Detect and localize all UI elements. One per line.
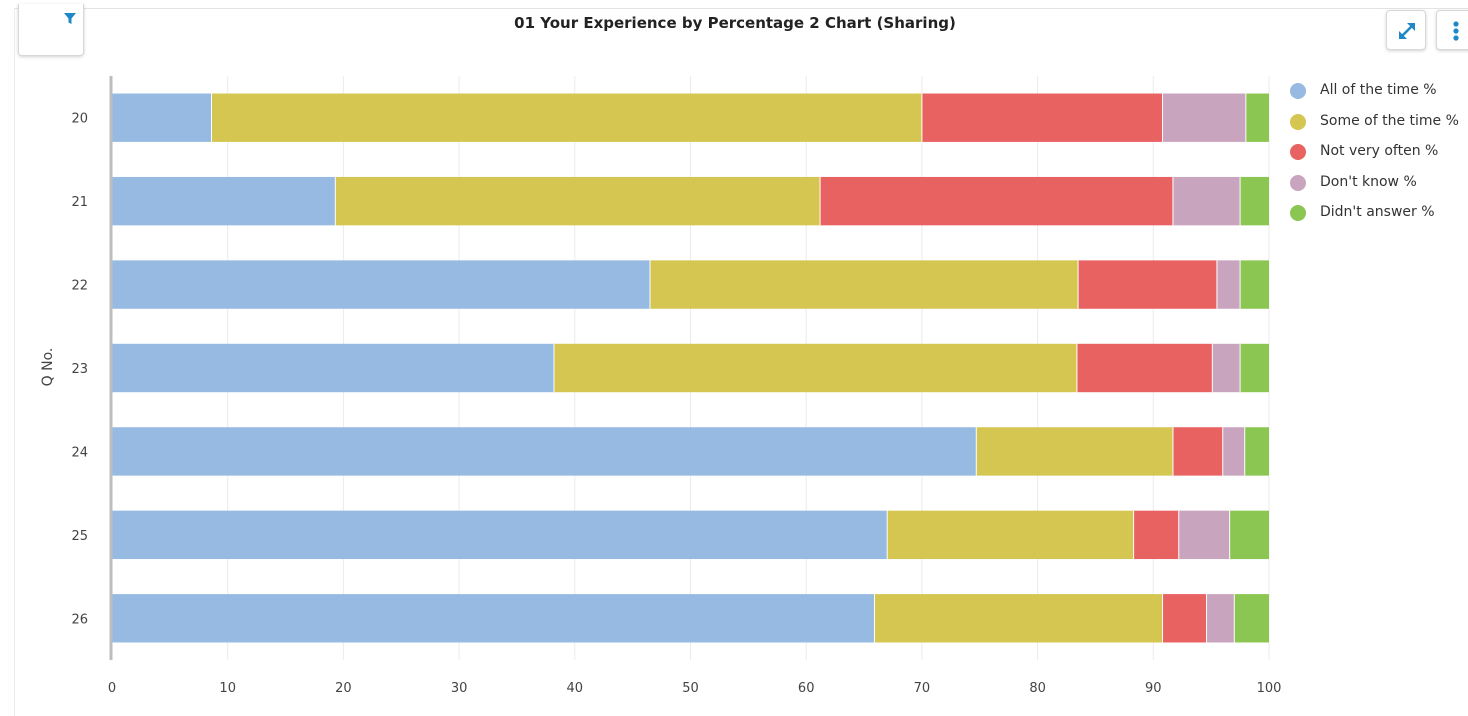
bar-q26-series-1[interactable] (874, 594, 1163, 643)
legend-swatch (1290, 174, 1306, 191)
bar-q23-series-2[interactable] (1076, 343, 1213, 393)
bar-q25-series-3[interactable] (1178, 510, 1230, 560)
y-tick-label: 24 (71, 445, 88, 460)
legend-label: All of the time % (1320, 82, 1437, 98)
legend-swatch (1290, 113, 1306, 130)
legend-swatch (1290, 83, 1306, 99)
bar-q23-series-1[interactable] (553, 343, 1077, 393)
y-tick-label: 23 (71, 362, 88, 377)
bar-q26-series-0[interactable] (112, 594, 875, 643)
bar-q22-series-3[interactable] (1216, 260, 1241, 309)
x-tick-label: 60 (798, 681, 815, 696)
expand-icon (1399, 23, 1415, 39)
bar-q23-series-3[interactable] (1212, 343, 1241, 393)
x-tick-label: 0 (108, 681, 116, 696)
legend-label: Not very often % (1320, 143, 1439, 159)
bar-q25-series-1[interactable] (887, 510, 1134, 560)
bar-q20-series-2[interactable] (921, 93, 1163, 142)
legend-swatch (1290, 205, 1306, 221)
y-axis-label: Q No. (40, 348, 56, 387)
y-tick-label: 26 (71, 612, 88, 627)
x-tick-label: 80 (1029, 681, 1046, 696)
legend-label: Some of the time % (1320, 112, 1459, 129)
panel-top-border (14, 8, 1468, 9)
panel-left-border (14, 8, 15, 716)
legend-label: Don't know % (1320, 173, 1417, 190)
y-tick-label: 25 (71, 529, 88, 544)
chart-title: 01 Your Experience by Percentage 2 Chart… (514, 14, 956, 32)
y-tick-label: 22 (71, 279, 88, 294)
bars (112, 93, 1269, 643)
bar-q24-series-1[interactable] (976, 427, 1173, 476)
bar-q24-series-0[interactable] (112, 427, 977, 476)
bar-q25-series-4[interactable] (1229, 510, 1269, 560)
x-tick-label: 20 (335, 681, 352, 696)
x-tick-label: 30 (451, 681, 468, 696)
y-tick-label: 21 (71, 195, 88, 210)
filter-icon (64, 13, 76, 24)
y-tick-label: 20 (71, 112, 88, 127)
x-tick-label: 90 (1145, 681, 1162, 696)
x-tick-label: 70 (914, 681, 931, 696)
bar-q21-series-2[interactable] (820, 176, 1173, 226)
bar-q20-series-1[interactable] (211, 93, 922, 142)
legend-swatch (1290, 144, 1306, 160)
bar-q25-series-2[interactable] (1133, 510, 1179, 560)
bar-q26-series-4[interactable] (1234, 594, 1269, 643)
bar-q26-series-2[interactable] (1162, 594, 1207, 643)
more-options-button[interactable] (1436, 10, 1468, 50)
bar-q25-series-0[interactable] (112, 510, 888, 560)
bar-q22-series-4[interactable] (1240, 260, 1269, 309)
bar-q20-series-0[interactable] (112, 93, 212, 142)
x-tick-label: 100 (1257, 681, 1282, 696)
more-vertical-icon (1453, 21, 1459, 41)
x-tick-labels: 0 10 20 30 40 50 60 70 80 90 100 (108, 681, 1282, 696)
y-tick-labels: 20 21 22 23 24 25 26 (71, 112, 88, 628)
bar-q21-series-1[interactable] (335, 176, 821, 226)
filter-button[interactable] (18, 4, 84, 56)
bar-q22-series-1[interactable] (650, 260, 1079, 309)
legend-label: Didn't answer % (1320, 204, 1435, 220)
bar-q20-series-3[interactable] (1162, 93, 1246, 142)
bar-q21-series-4[interactable] (1240, 176, 1269, 226)
x-tick-label: 40 (567, 681, 584, 696)
bar-q23-series-0[interactable] (112, 343, 554, 393)
bar-q24-series-4[interactable] (1244, 427, 1269, 476)
bar-q21-series-3[interactable] (1172, 176, 1241, 226)
bar-q22-series-2[interactable] (1078, 260, 1217, 309)
bar-q24-series-2[interactable] (1172, 427, 1223, 476)
bar-q24-series-3[interactable] (1222, 427, 1245, 476)
bar-q23-series-4[interactable] (1240, 343, 1269, 393)
bar-q20-series-4[interactable] (1245, 93, 1269, 142)
x-tick-label: 50 (682, 681, 699, 696)
bar-q26-series-3[interactable] (1206, 594, 1235, 643)
expand-button[interactable] (1386, 10, 1426, 50)
bar-q21-series-0[interactable] (112, 176, 336, 226)
bar-q22-series-0[interactable] (112, 260, 651, 309)
x-tick-label: 10 (219, 681, 236, 696)
